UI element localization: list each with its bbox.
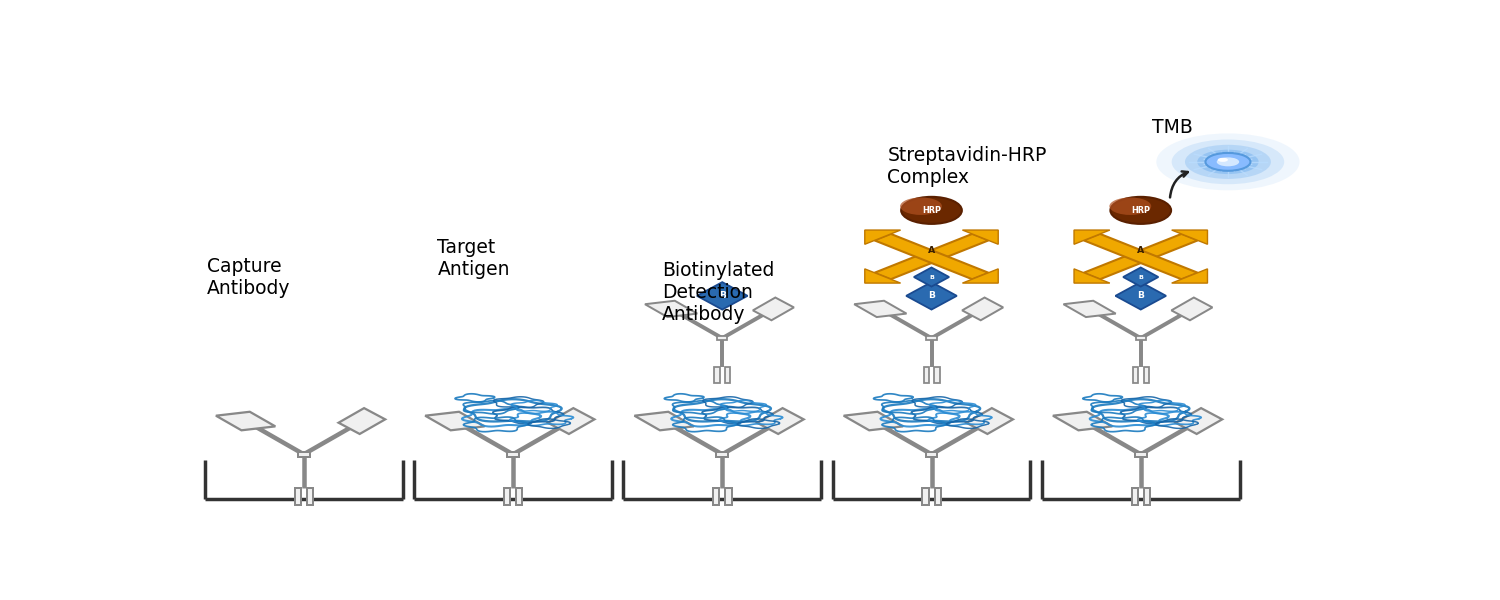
Ellipse shape xyxy=(900,197,942,215)
Polygon shape xyxy=(634,412,694,430)
Bar xyxy=(934,488,940,505)
Polygon shape xyxy=(914,268,950,287)
Text: Streptavidin-HRP
Complex: Streptavidin-HRP Complex xyxy=(888,146,1047,187)
Polygon shape xyxy=(1064,301,1116,317)
Polygon shape xyxy=(1074,230,1110,244)
Polygon shape xyxy=(966,408,1012,434)
Bar xyxy=(934,367,939,383)
Polygon shape xyxy=(758,408,804,434)
Ellipse shape xyxy=(1156,133,1299,190)
Polygon shape xyxy=(853,301,906,317)
Text: B: B xyxy=(1138,275,1143,280)
Bar xyxy=(726,488,732,505)
Bar xyxy=(724,367,730,383)
Bar xyxy=(504,488,510,505)
Polygon shape xyxy=(1172,230,1208,244)
Bar xyxy=(294,488,302,505)
Text: B: B xyxy=(1137,292,1144,301)
Polygon shape xyxy=(339,408,386,434)
Polygon shape xyxy=(424,412,484,430)
Bar xyxy=(717,336,728,340)
Ellipse shape xyxy=(1185,145,1270,179)
Polygon shape xyxy=(865,230,900,244)
Polygon shape xyxy=(1074,269,1110,283)
Polygon shape xyxy=(874,234,989,279)
Bar xyxy=(927,336,936,340)
Bar xyxy=(712,488,720,505)
Polygon shape xyxy=(906,282,957,310)
Text: B: B xyxy=(928,275,934,280)
Bar xyxy=(926,452,938,457)
Text: Biotinylated
Detection
Antibody: Biotinylated Detection Antibody xyxy=(662,262,774,325)
Polygon shape xyxy=(698,282,747,310)
Polygon shape xyxy=(1084,234,1197,279)
Ellipse shape xyxy=(1172,139,1284,184)
Bar xyxy=(1144,488,1150,505)
Bar xyxy=(1131,488,1138,505)
Text: A: A xyxy=(928,246,934,255)
Bar xyxy=(1132,367,1138,383)
Text: HRP: HRP xyxy=(1131,206,1150,215)
Polygon shape xyxy=(963,269,998,283)
Text: Capture
Antibody: Capture Antibody xyxy=(207,257,291,298)
Text: B: B xyxy=(928,292,934,301)
Bar xyxy=(298,452,309,457)
Text: Target
Antigen: Target Antigen xyxy=(438,238,510,280)
Polygon shape xyxy=(1172,298,1212,320)
Polygon shape xyxy=(1172,269,1208,283)
Polygon shape xyxy=(1116,282,1166,310)
Polygon shape xyxy=(1053,412,1113,430)
Ellipse shape xyxy=(1197,149,1258,174)
Bar xyxy=(507,452,519,457)
Polygon shape xyxy=(1084,234,1197,279)
Polygon shape xyxy=(548,408,594,434)
Bar xyxy=(1143,367,1149,383)
Polygon shape xyxy=(216,412,276,430)
Ellipse shape xyxy=(1110,197,1150,215)
Polygon shape xyxy=(843,412,903,430)
Text: HRP: HRP xyxy=(922,206,940,215)
Bar xyxy=(714,367,720,383)
Text: B: B xyxy=(718,292,726,301)
Ellipse shape xyxy=(1206,153,1251,171)
Polygon shape xyxy=(1124,268,1158,287)
Polygon shape xyxy=(1176,408,1222,434)
Text: A: A xyxy=(1137,246,1144,255)
Bar xyxy=(516,488,522,505)
Ellipse shape xyxy=(1110,197,1172,224)
Text: TMB: TMB xyxy=(1152,118,1194,137)
Polygon shape xyxy=(753,298,794,320)
Bar xyxy=(1136,336,1146,340)
Bar xyxy=(922,488,928,505)
Polygon shape xyxy=(874,234,989,279)
Ellipse shape xyxy=(902,197,962,224)
Polygon shape xyxy=(645,301,698,317)
Bar xyxy=(924,367,928,383)
Bar xyxy=(308,488,314,505)
Ellipse shape xyxy=(1216,157,1239,166)
Polygon shape xyxy=(962,298,1004,320)
Polygon shape xyxy=(865,269,900,283)
Bar xyxy=(717,452,728,457)
Ellipse shape xyxy=(1218,158,1228,162)
Bar xyxy=(1136,452,1146,457)
Polygon shape xyxy=(963,230,998,244)
